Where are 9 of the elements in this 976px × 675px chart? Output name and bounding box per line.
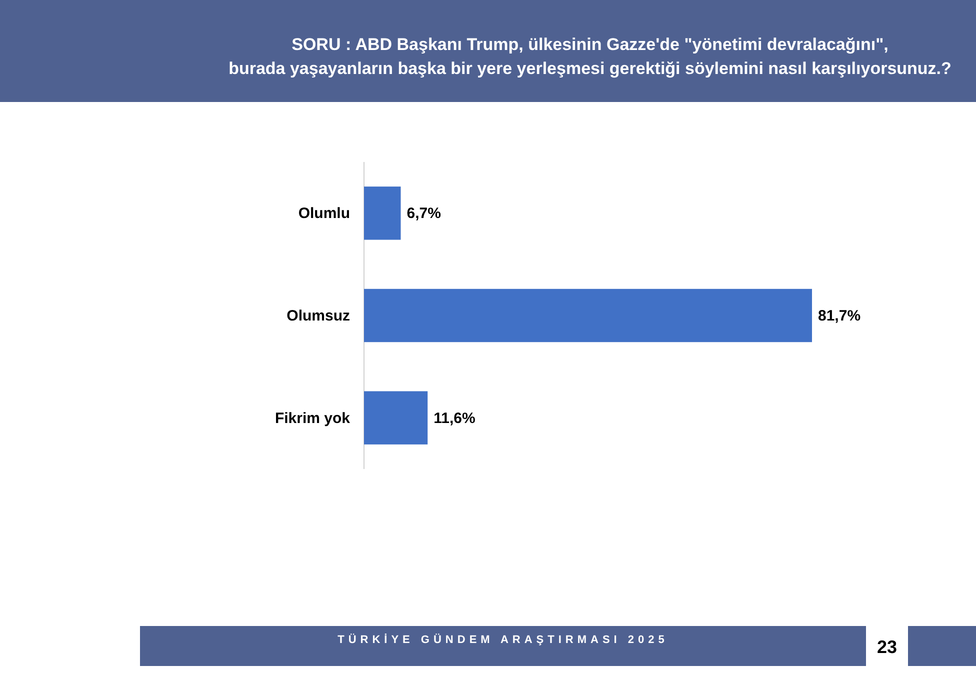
- y-tick-label: Fikrim yok: [274, 410, 351, 427]
- text: 23: [876, 637, 898, 657]
- chart-title: SORU : ABD Başkanı Trump, ülkesinin Gazze'de "yönetimi devralacağını", burada yaşayanların başka bir yere yerleşmesi gerektiği söylemini nasıl karşılıyorsunuz.?: [228, 35, 952, 78]
- y-tick-label: Olumsuz: [286, 308, 350, 324]
- text: TÜRKİYE GÜNDEM ARAŞTIRMASI 2025: [338, 633, 668, 646]
- data-label: 6,7%: [406, 205, 441, 222]
- y-tick-label: Olumlu: [298, 205, 350, 222]
- data-label: 81,7%: [818, 308, 861, 324]
- data-label: 11,6%: [434, 410, 476, 427]
